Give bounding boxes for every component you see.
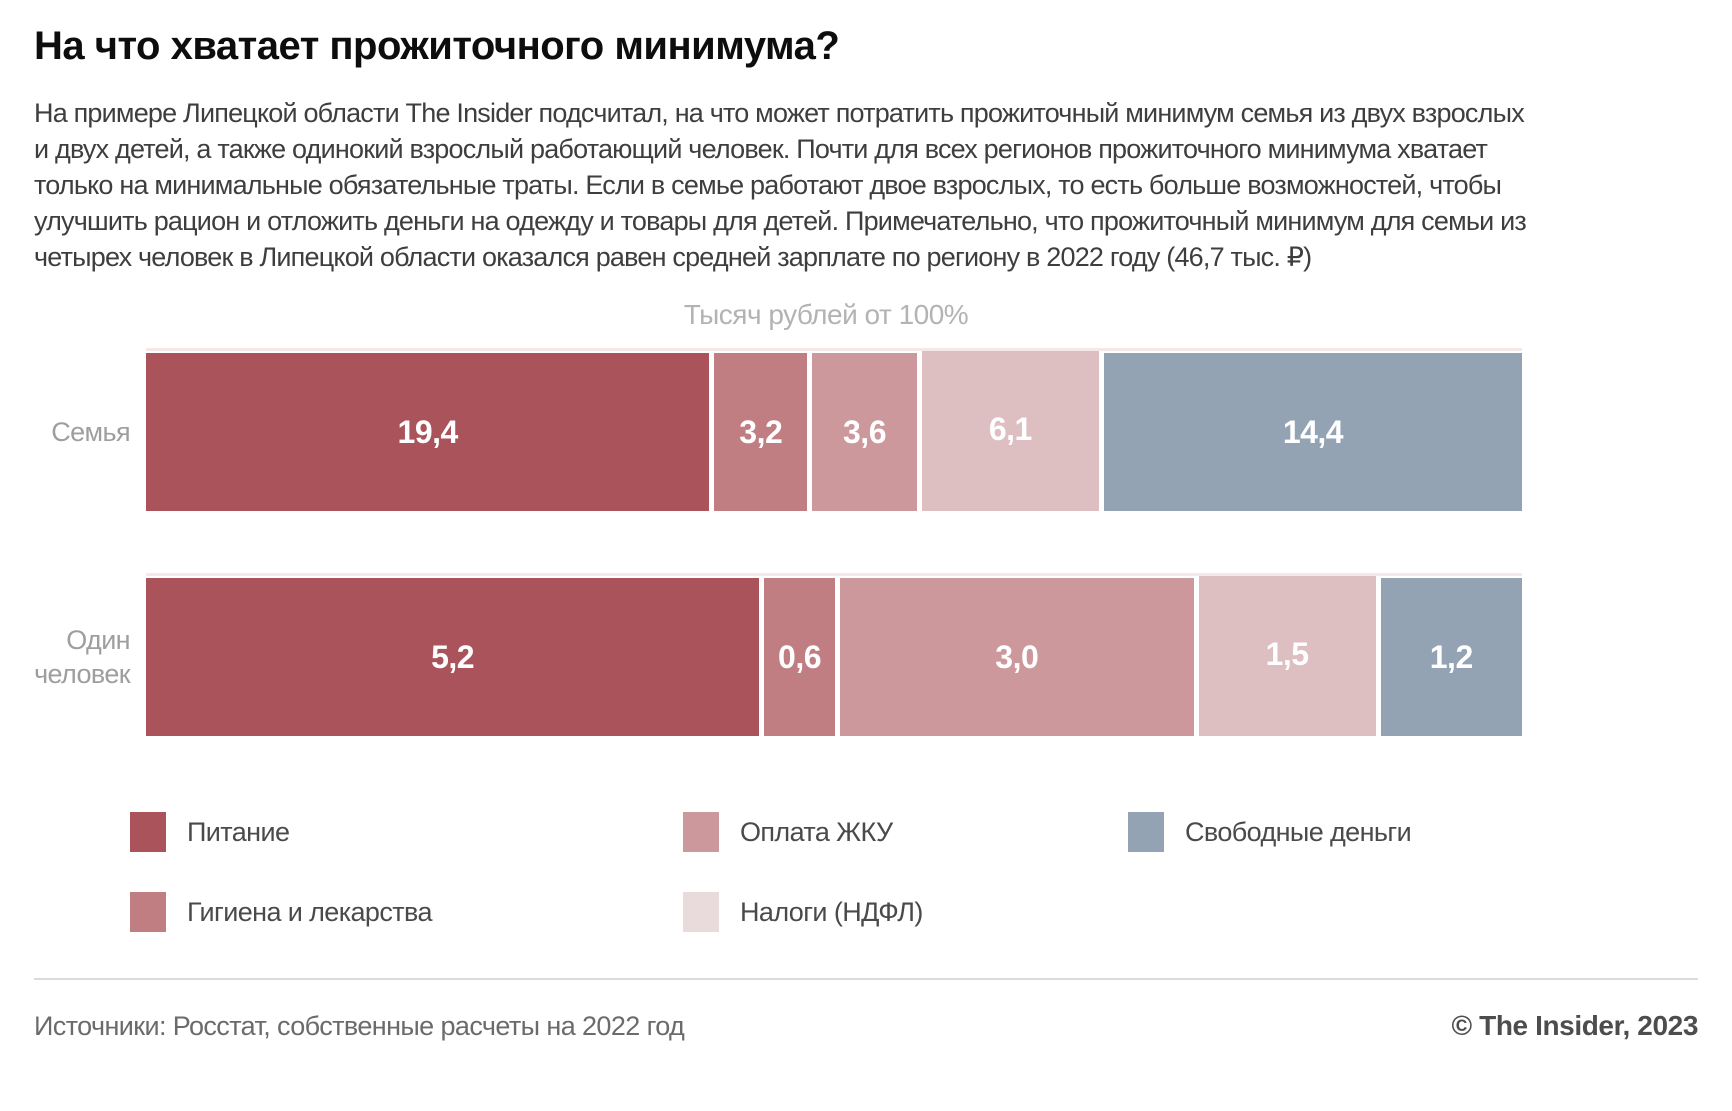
segment-value-label: 1,5 <box>1265 636 1309 672</box>
footer-divider <box>34 978 1698 980</box>
legend-item-utilities: Оплата ЖКУ <box>683 812 1128 852</box>
legend-item-taxes: Налоги (НДФЛ) <box>683 892 1128 932</box>
segment-value-label: 3,0 <box>995 638 1039 675</box>
bar-topline <box>146 348 1522 351</box>
segment-value-label: 3,6 <box>843 413 886 450</box>
bar-topline <box>146 573 1522 576</box>
legend-label-taxes: Налоги (НДФЛ) <box>740 896 923 927</box>
legend-item-food: Питание <box>130 812 683 852</box>
bar-segment-utilities: 3,6 <box>812 353 917 511</box>
bar-segment-hygiene: 0,6 <box>764 578 835 736</box>
bar-segment-taxes: 6,1 <box>921 348 1099 511</box>
footer: Источники: Росстат, собственные расчеты … <box>34 1010 1698 1042</box>
legend-label-hygiene: Гигиена и лекарства <box>187 896 432 927</box>
segment-value-label: 3,2 <box>739 413 783 450</box>
bar-segment-food: 19,4 <box>146 353 710 511</box>
bar-row: Один человек 5,2 0,6 3,0 1,5 1,2 <box>34 573 1522 736</box>
stacked-bar: 19,4 3,2 3,6 6,1 14,4 <box>146 348 1523 511</box>
category-label: Семья <box>51 417 130 447</box>
legend-item-hygiene: Гигиена и лекарства <box>130 892 683 932</box>
legend-swatch-hygiene <box>130 892 166 932</box>
legend-swatch-taxes <box>683 892 719 932</box>
legend-swatch-freemoney <box>1128 812 1164 852</box>
legend-label-food: Питание <box>187 816 290 847</box>
chart-legend: Питание Оплата ЖКУ Свободные деньги Гигиена… <box>130 812 1522 932</box>
legend-item-freemoney: Свободные деньги <box>1128 812 1522 852</box>
credit-text: © The Insider, 2023 <box>1451 1010 1699 1041</box>
stacked-bar: 5,2 0,6 3,0 1,5 1,2 <box>146 573 1522 736</box>
stacked-bar-chart: Тысяч рублей от 100% Семья 19,4 3,2 3,6 6,1 1… <box>34 299 1523 932</box>
bar-segment-food: 5,2 <box>146 578 760 736</box>
bar-segment-taxes: 1,5 <box>1198 573 1376 736</box>
description-text: На примере Липецкой области The Insider … <box>34 98 1527 272</box>
bar-segment-utilities: 3,0 <box>839 578 1194 736</box>
legend-label-utilities: Оплата ЖКУ <box>740 816 893 847</box>
bar-segment-hygiene: 3,2 <box>714 353 808 511</box>
segment-value-label: 1,2 <box>1429 638 1473 675</box>
bar-segment-freemoney: 1,2 <box>1380 578 1522 736</box>
page-title: На что хватает прожиточного минимума? <box>34 24 840 68</box>
sources-text: Источники: Росстат, собственные расчеты … <box>34 1011 685 1041</box>
legend-label-freemoney: Свободные деньги <box>1185 816 1412 847</box>
bar-segment-freemoney: 14,4 <box>1103 353 1523 511</box>
segment-value-label: 6,1 <box>988 411 1032 447</box>
bar-row: Семья 19,4 3,2 3,6 6,1 14,4 <box>34 348 1523 511</box>
segment-value-label: 14,4 <box>1282 413 1344 450</box>
segment-value-label: 5,2 <box>431 638 475 675</box>
chart-title: Тысяч рублей от 100% <box>683 299 969 330</box>
legend-swatch-food <box>130 812 166 852</box>
segment-value-label: 0,6 <box>778 638 821 675</box>
segment-value-label: 19,4 <box>397 413 459 450</box>
legend-swatch-utilities <box>683 812 719 852</box>
category-label: Один человек <box>34 625 131 689</box>
chart-rows: Семья 19,4 3,2 3,6 6,1 14,4 Один человек 5,2 0,6… <box>34 348 1523 736</box>
